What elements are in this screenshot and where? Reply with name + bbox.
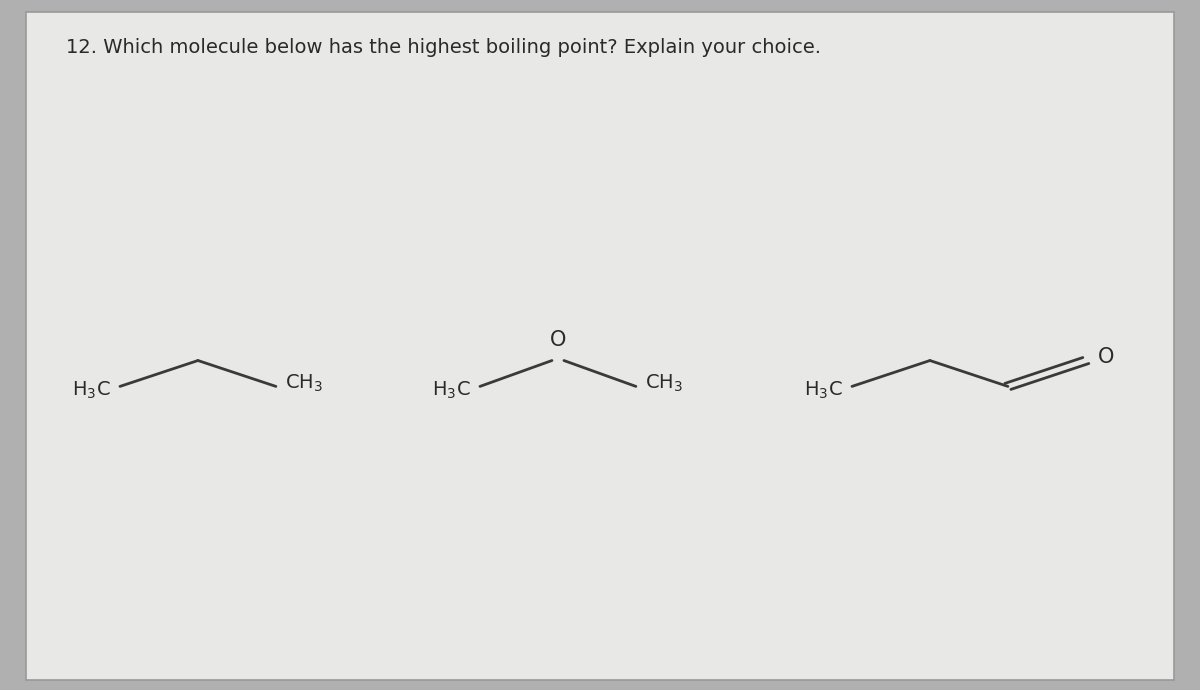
Text: $\mathregular{H_3C}$: $\mathregular{H_3C}$	[804, 380, 842, 400]
Text: $\mathregular{CH_3}$: $\mathregular{CH_3}$	[286, 373, 324, 393]
Text: $\mathregular{H_3C}$: $\mathregular{H_3C}$	[432, 380, 470, 400]
Text: O: O	[550, 331, 566, 351]
Text: O: O	[1098, 347, 1115, 367]
FancyBboxPatch shape	[26, 12, 1174, 680]
Text: $\mathregular{H_3C}$: $\mathregular{H_3C}$	[72, 380, 110, 400]
Text: $\mathregular{CH_3}$: $\mathregular{CH_3}$	[646, 373, 684, 393]
Text: 12. Which molecule below has the highest boiling point? Explain your choice.: 12. Which molecule below has the highest…	[66, 38, 821, 57]
